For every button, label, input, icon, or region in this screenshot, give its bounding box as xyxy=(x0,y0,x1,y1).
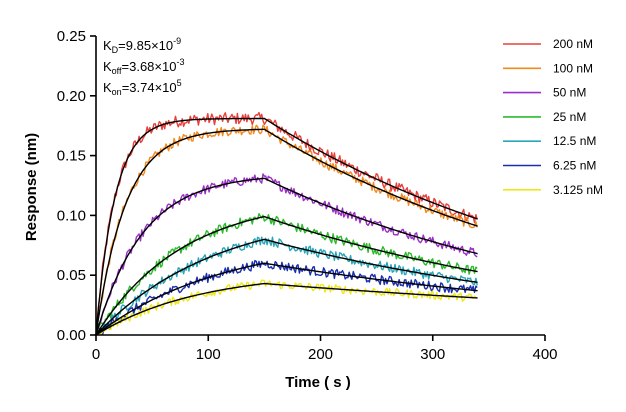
x-tick-label: 400 xyxy=(532,346,557,363)
x-tick-label: 300 xyxy=(420,346,445,363)
legend-label: 25 nM xyxy=(553,110,586,124)
koff-annotation: Koff=3.68×10-3 xyxy=(103,57,184,76)
x-tick-label: 200 xyxy=(308,346,333,363)
fit-line xyxy=(95,117,478,336)
legend-label: 50 nM xyxy=(553,86,586,100)
y-tick-label: 0.05 xyxy=(57,267,86,284)
fit-line xyxy=(95,215,478,336)
x-axis-title: Time ( s ) xyxy=(285,374,351,391)
legend-label: 100 nM xyxy=(553,61,593,75)
axes: 0 100 200 300 400 0.00 0.05 0.10 0.15 0.20 0.25 xyxy=(57,28,558,363)
legend: 200 nM 100 nM 50 nM 25 nM 12.5 nM 6.25 nM 3.12… xyxy=(503,37,603,197)
legend-label: 3.125 nM xyxy=(553,183,603,197)
y-tick-label: 0.10 xyxy=(57,207,86,224)
legend-label: 200 nM xyxy=(553,37,593,51)
tick-layer: 0 100 200 300 400 0.00 0.05 0.10 0.15 0.20 0.25 xyxy=(57,28,558,363)
kinetics-annotation: KD=9.85×10-9 Koff=3.68×10-3 Kon=3.74×105 xyxy=(103,36,184,97)
fit-line xyxy=(95,238,478,336)
fit-line xyxy=(95,128,478,336)
x-tick-label: 100 xyxy=(196,346,221,363)
y-tick-label: 0.00 xyxy=(57,327,86,344)
y-tick-label: 0.25 xyxy=(57,28,86,45)
legend-label: 12.5 nM xyxy=(553,134,596,148)
y-tick-label: 0.15 xyxy=(57,148,86,165)
legend-label: 6.25 nM xyxy=(553,159,596,173)
fit-layer xyxy=(95,117,478,336)
fit-line xyxy=(95,282,478,336)
series-line xyxy=(95,124,478,336)
kon-annotation: Kon=3.74×105 xyxy=(103,78,182,97)
y-tick-label: 0.20 xyxy=(57,88,86,105)
kd-annotation: KD=9.85×10-9 xyxy=(103,36,181,55)
y-axis-title: Response (nm) xyxy=(23,133,40,241)
fit-line xyxy=(95,177,478,336)
x-tick-label: 0 xyxy=(92,346,100,363)
fit-line xyxy=(95,262,478,336)
